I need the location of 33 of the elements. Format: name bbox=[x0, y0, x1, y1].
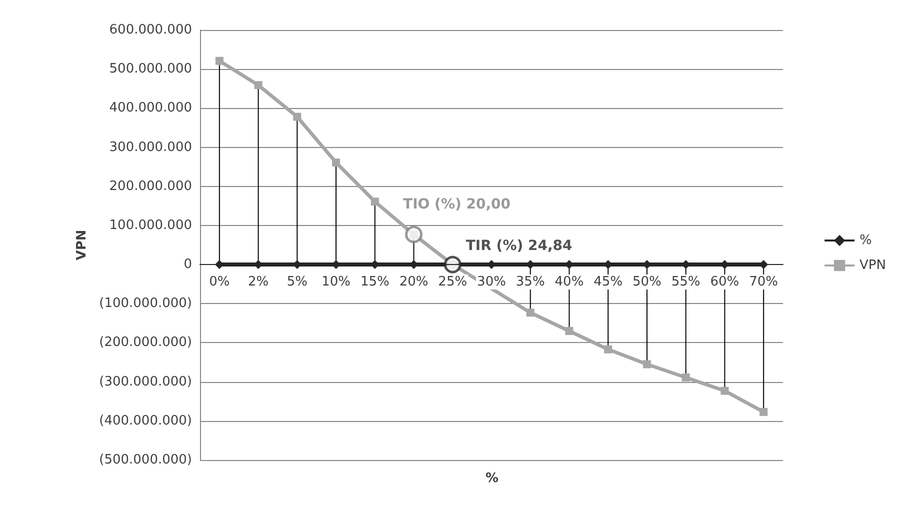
x-tick-label: 5% bbox=[286, 274, 308, 290]
y-tick-label: (400.000.000) bbox=[99, 413, 192, 428]
x-tick-label: 0% bbox=[209, 274, 230, 290]
x-tick-label: 15% bbox=[360, 274, 390, 290]
x-tick-label: 20% bbox=[399, 274, 428, 290]
x-axis-title: % bbox=[486, 471, 499, 486]
annotation: TIO (%) 20,00 bbox=[403, 196, 511, 213]
x-tick-label: 30% bbox=[477, 274, 506, 290]
y-tick-label: 400.000.000 bbox=[109, 100, 192, 116]
legend-label: VPN bbox=[860, 258, 886, 273]
x-tick-label: 45% bbox=[594, 274, 623, 290]
annotation: TIR (%) 24,84 bbox=[466, 238, 573, 254]
y-tick-label: 0 bbox=[184, 257, 192, 272]
y-tick-label: (500.000.000) bbox=[99, 452, 192, 468]
x-tick-label: 40% bbox=[554, 274, 584, 290]
x-tick-label: 60% bbox=[710, 274, 740, 290]
y-tick-label: 300.000.000 bbox=[109, 140, 192, 155]
y-tick-label: 600.000.000 bbox=[109, 22, 192, 38]
y-tick-label: 500.000.000 bbox=[109, 62, 192, 77]
x-tick-label: 55% bbox=[671, 274, 700, 290]
y-tick-label: (300.000.000) bbox=[99, 374, 192, 390]
y-tick-label: (200.000.000) bbox=[99, 335, 192, 350]
x-tick-label: 10% bbox=[322, 274, 350, 290]
y-tick-label: 200.000.000 bbox=[109, 178, 192, 194]
x-tick-label: 2% bbox=[248, 274, 269, 290]
y-tick-label: (100.000.000) bbox=[99, 296, 192, 312]
x-tick-label: 70% bbox=[749, 274, 778, 290]
x-tick-label: 35% bbox=[516, 274, 545, 290]
x-tick-label: 50% bbox=[632, 274, 662, 290]
y-axis-title: VPN bbox=[74, 230, 90, 260]
y-tick-label: 100.000.000 bbox=[109, 218, 192, 233]
legend-label: % bbox=[860, 233, 872, 248]
x-tick-label: 25% bbox=[438, 274, 468, 290]
